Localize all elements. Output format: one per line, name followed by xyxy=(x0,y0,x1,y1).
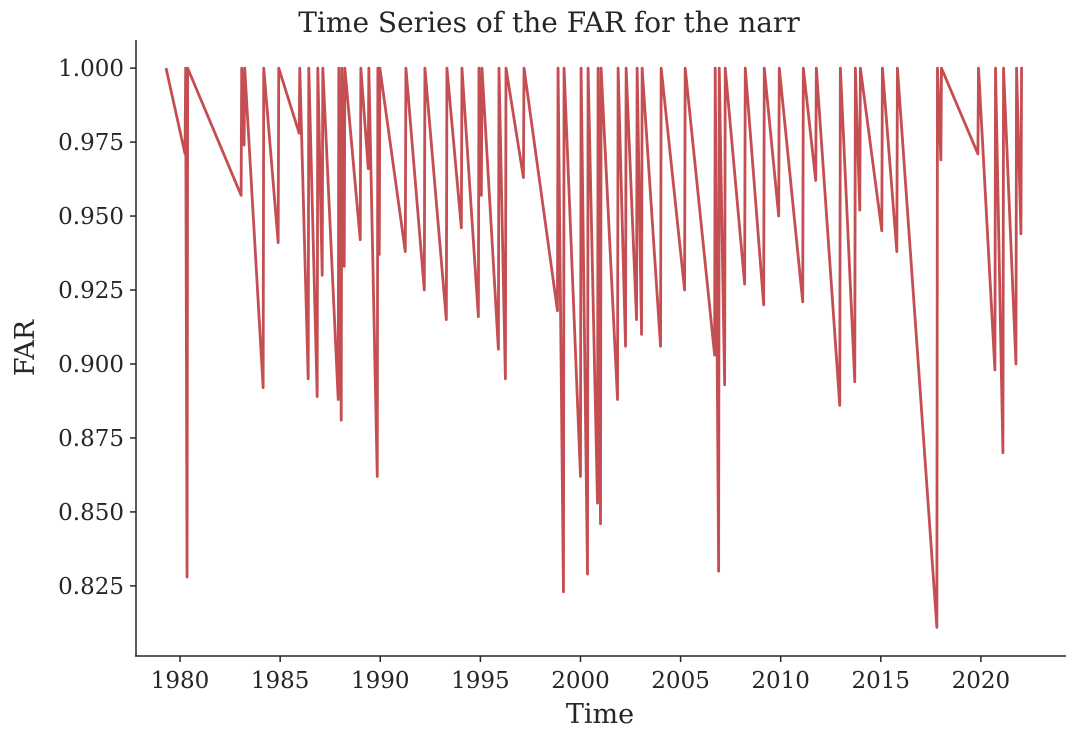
data-line xyxy=(164,66,1023,629)
x-tick-label: 1990 xyxy=(351,668,410,694)
y-axis-label: FAR xyxy=(10,319,41,376)
y-tick-label: 0.975 xyxy=(58,130,124,156)
y-tick-label: 0.850 xyxy=(58,500,124,526)
y-tick-label: 0.950 xyxy=(58,204,124,230)
x-tick-label: 2010 xyxy=(751,668,810,694)
y-tick-label: 0.925 xyxy=(58,278,124,304)
x-tick-label: 1995 xyxy=(451,668,510,694)
x-axis-label: Time xyxy=(566,699,634,730)
chart-title: Time Series of the FAR for the narr xyxy=(298,6,800,39)
y-tick-label: 0.825 xyxy=(58,574,124,600)
y-tick-label: 1.000 xyxy=(58,56,124,82)
y-tick-label: 0.900 xyxy=(58,352,124,378)
x-tick-label: 2015 xyxy=(852,668,911,694)
x-tick-label: 2020 xyxy=(952,668,1011,694)
x-tick-label: 2000 xyxy=(551,668,610,694)
x-tick-label: 1980 xyxy=(151,668,210,694)
x-tick-label: 2005 xyxy=(651,668,710,694)
y-tick-label: 0.875 xyxy=(58,426,124,452)
x-tick-label: 1985 xyxy=(251,668,310,694)
